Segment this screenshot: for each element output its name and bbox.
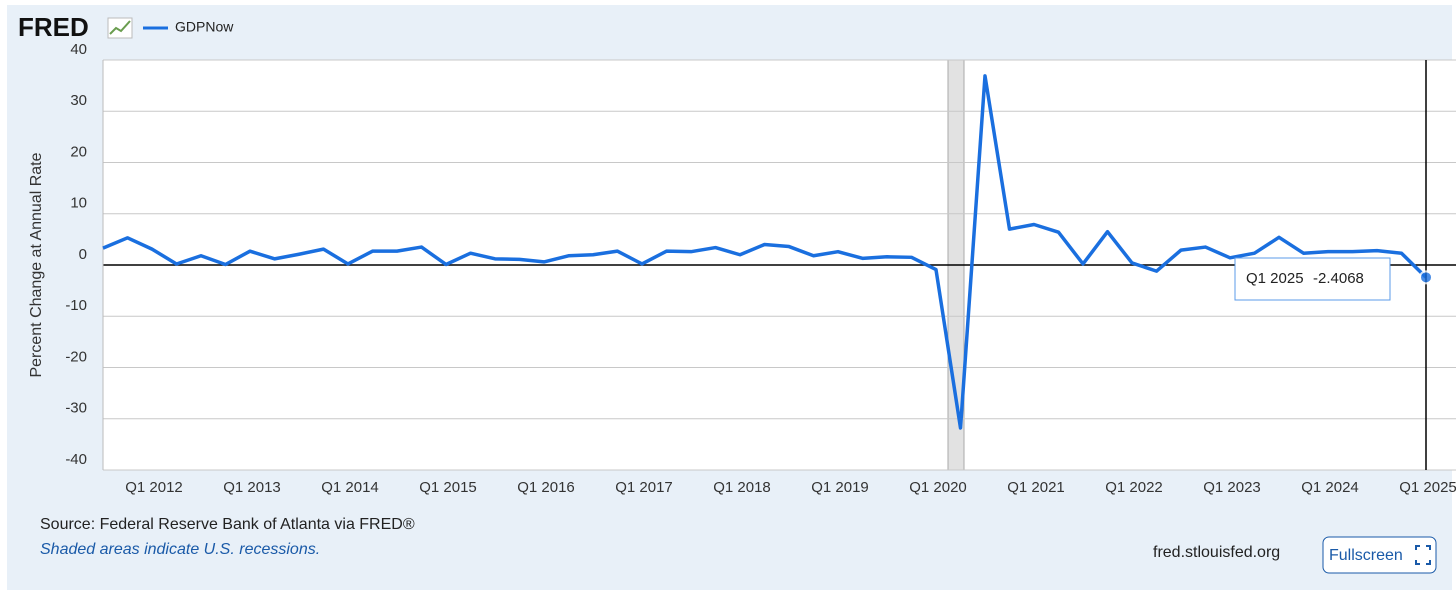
- source: Source: Federal Reserve Bank of Atlanta …: [40, 516, 415, 533]
- hover-point: [1419, 270, 1433, 285]
- tooltip-value: -2.4068: [1313, 270, 1364, 287]
- x-tick-label: Q1 2022: [1105, 479, 1163, 496]
- fullscreen-label[interactable]: Fullscreen: [1329, 547, 1403, 564]
- y-tick-label: -40: [65, 451, 87, 468]
- x-tick-label: Q1 2023: [1203, 479, 1261, 496]
- x-tick-label: Q1 2016: [517, 479, 575, 496]
- y-axis-label: Percent Change at Annual Rate: [28, 152, 45, 377]
- logo-icon: [107, 17, 133, 39]
- legend-label: GDPNow: [175, 19, 234, 35]
- x-tick-label: Q1 2017: [615, 479, 673, 496]
- x-tick-label: Q1 2013: [223, 479, 281, 496]
- tooltip-date: Q1 2025: [1246, 270, 1304, 287]
- y-tick-label: 20: [70, 143, 87, 160]
- recession-note: Shaded areas indicate U.S. recessions.: [40, 541, 320, 558]
- x-tick-label: Q1 2024: [1301, 479, 1359, 496]
- site: fred.stlouisfed.org: [1153, 544, 1280, 561]
- x-tick-label: Q1 2015: [419, 479, 477, 496]
- y-tick-label: -20: [65, 348, 87, 365]
- y-tick-label: 30: [70, 92, 87, 109]
- logo: FRED: [18, 12, 89, 42]
- y-tick-label: 0: [79, 246, 87, 263]
- x-tick-label: Q1 2020: [909, 479, 967, 496]
- fullscreen-icon[interactable]: [1415, 545, 1431, 565]
- y-tick-label: -30: [65, 400, 87, 417]
- x-tick-label: Q1 2014: [321, 479, 379, 496]
- tooltip-box: [1234, 257, 1391, 301]
- x-tick-label: Q1 2021: [1007, 479, 1065, 496]
- y-tick-label: 10: [70, 195, 87, 212]
- fullscreen-button[interactable]: [1322, 536, 1437, 574]
- x-tick-label: Q1 2012: [125, 479, 183, 496]
- y-tick-label: 40: [70, 41, 87, 58]
- x-tick-label: Q1 2019: [811, 479, 869, 496]
- x-tick-label: Q1 2025: [1399, 479, 1456, 496]
- x-tick-label: Q1 2018: [713, 479, 771, 496]
- y-tick-label: -10: [65, 297, 87, 314]
- data-line: [102, 74, 1428, 430]
